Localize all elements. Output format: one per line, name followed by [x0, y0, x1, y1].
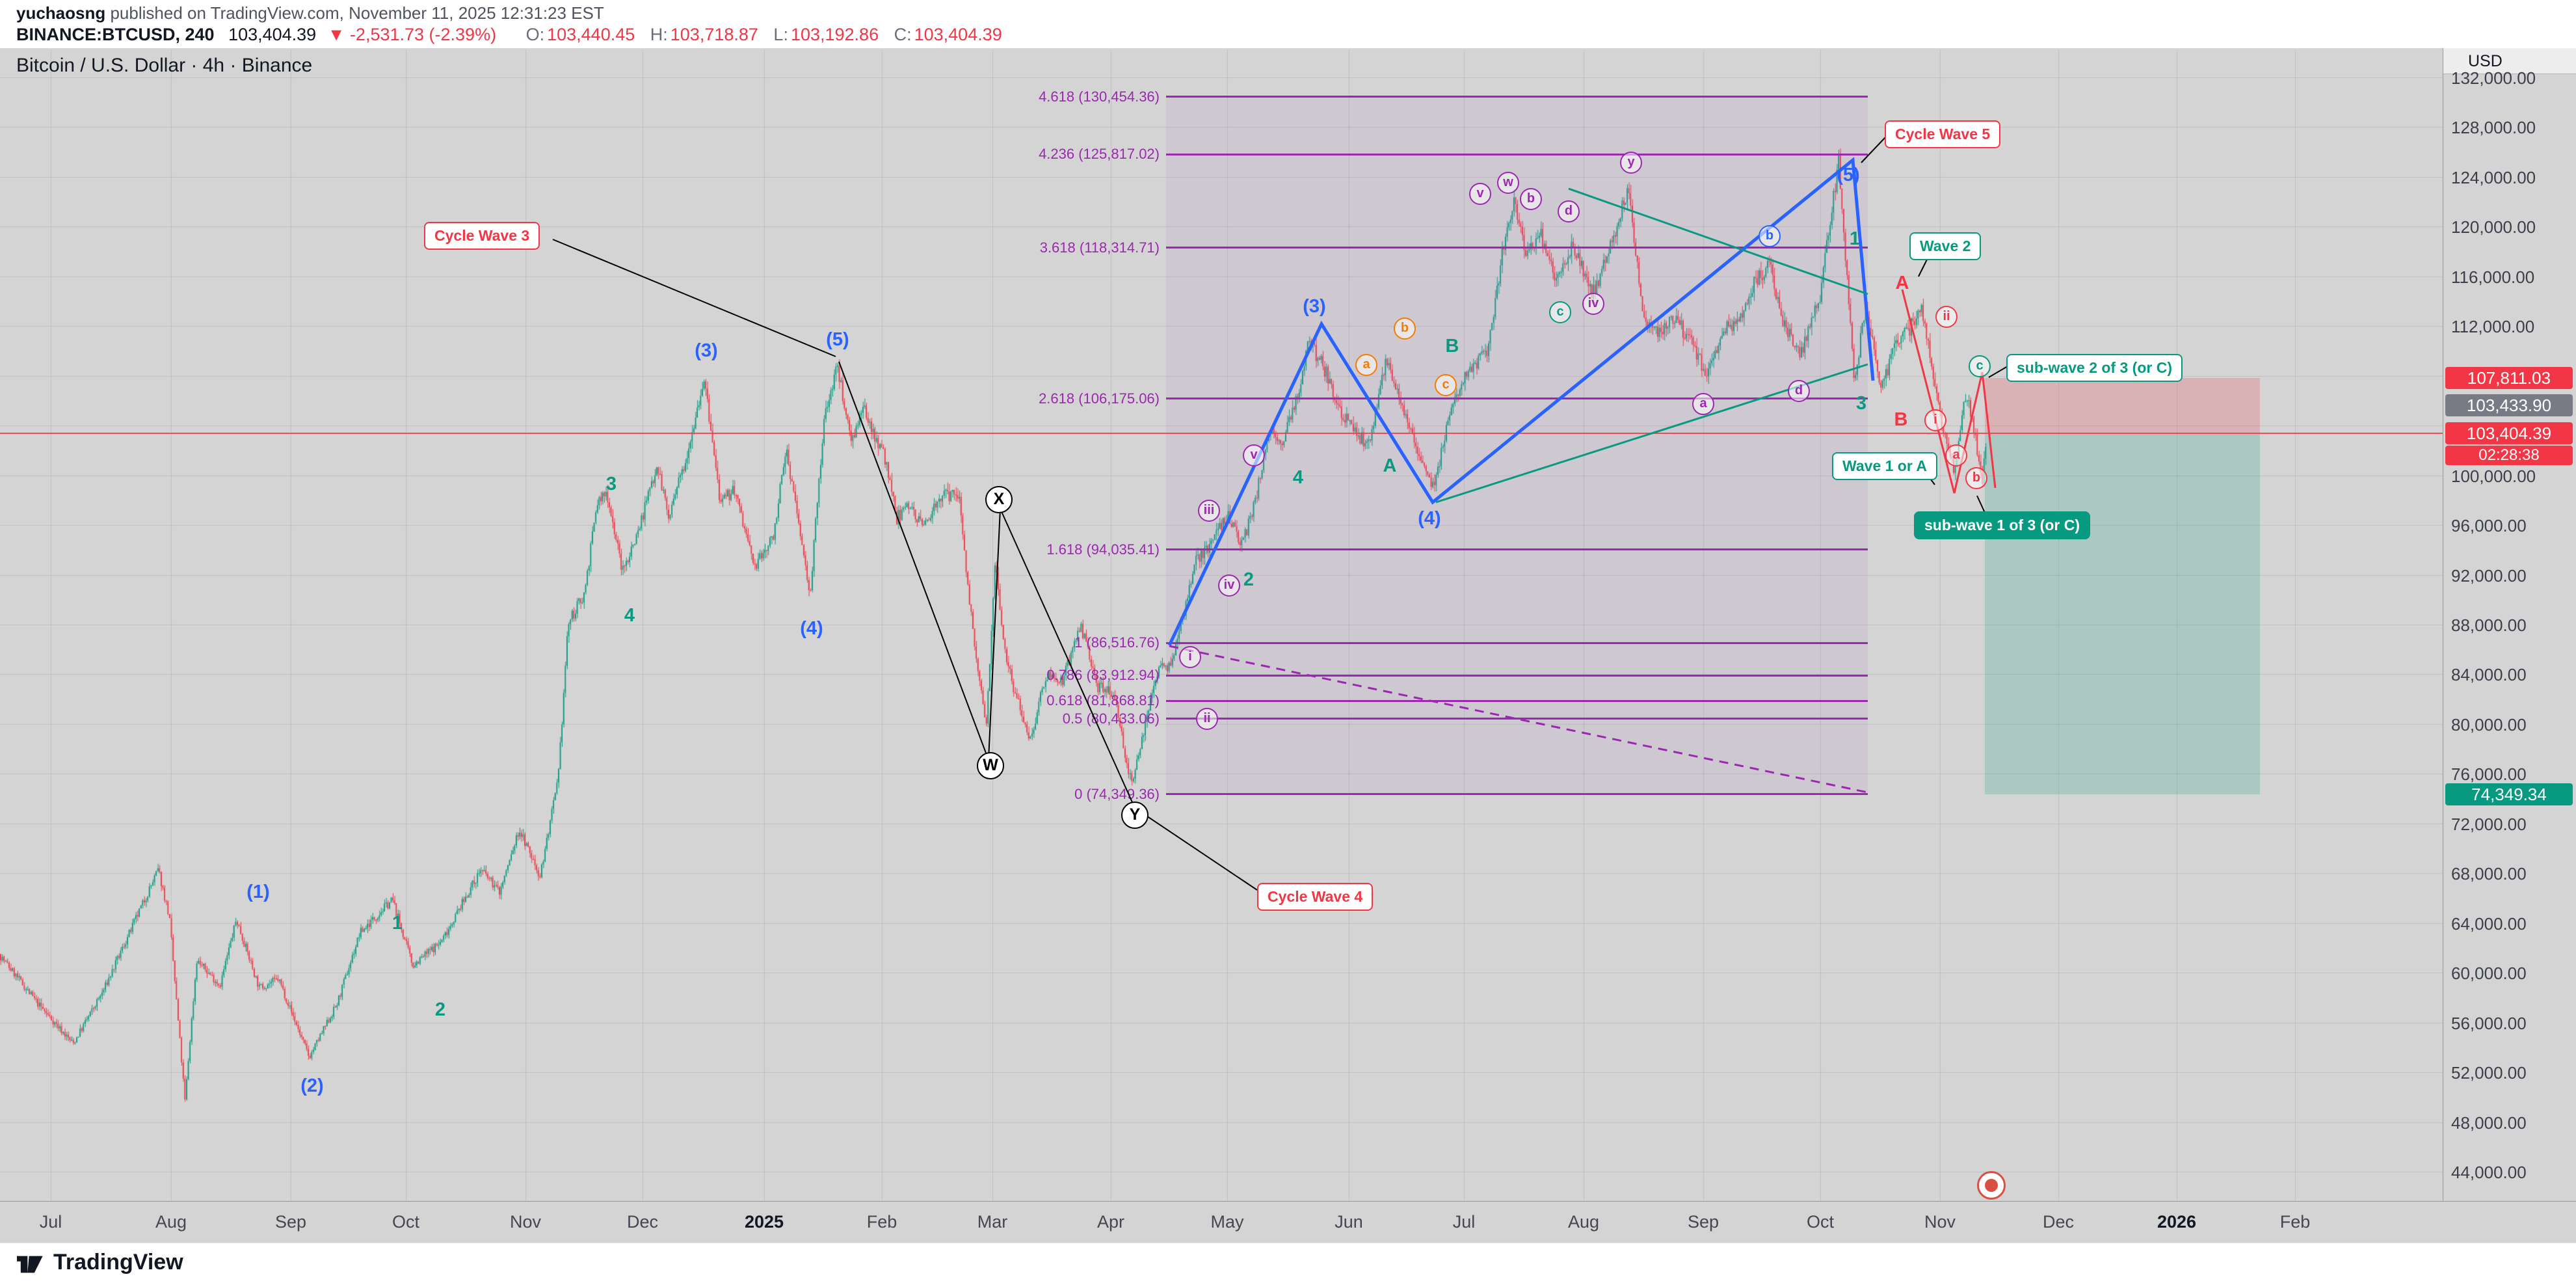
price-tag-103-433-90: 103,433.90 [2445, 394, 2573, 416]
price-axis-tick: 84,000.00 [2451, 665, 2527, 685]
chart-title: Bitcoin / U.S. Dollar · 4h · Binance [16, 55, 313, 76]
low-label: L: [773, 25, 788, 44]
currency-label[interactable]: USD [2443, 48, 2576, 74]
price-axis-tick: 124,000.00 [2451, 167, 2536, 187]
close-value: 103,404.39 [914, 25, 1002, 44]
open-label: O: [525, 25, 545, 44]
time-axis-label-dec: Dec [2042, 1212, 2074, 1232]
time-axis-label-2026: 2026 [2157, 1212, 2197, 1232]
symbol-line: BINANCE:BTCUSD, 240 103,404.39 ▼ -2,531.… [16, 25, 1002, 45]
time-axis-label-nov: Nov [1924, 1212, 1956, 1232]
price-tag-107-811-03: 107,811.03 [2445, 367, 2573, 390]
price-tag-103-404-39: 103,404.39 [2445, 422, 2573, 444]
last-price: 103,404.39 [228, 25, 317, 44]
price-axis-tick: 112,000.00 [2451, 317, 2535, 337]
price-axis-tick: 116,000.00 [2451, 267, 2535, 287]
symbol-resolution: BINANCE:BTCUSD, 240 [16, 25, 215, 44]
publish-info: published on TradingView.com, November 1… [105, 3, 604, 23]
time-axis-label-sep: Sep [274, 1212, 307, 1232]
low-value: 103,192.86 [790, 25, 879, 44]
price-axis-tick: 100,000.00 [2451, 466, 2536, 486]
time-axis-label-aug: Aug [155, 1212, 187, 1232]
time-axis-label-dec: Dec [626, 1212, 658, 1232]
price-axis-tick: 68,000.00 [2451, 864, 2527, 884]
price-axis-tick: 64,000.00 [2451, 913, 2527, 934]
publisher-name: yuchaosng [16, 3, 106, 23]
open-value: 103,440.45 [547, 25, 635, 44]
tradingview-logo-icon[interactable] [17, 1250, 44, 1274]
time-axis-label-mar: Mar [977, 1212, 1008, 1232]
close-label: C: [894, 25, 912, 44]
price-axis-tick: 72,000.00 [2451, 814, 2527, 834]
chart-plot-area[interactable] [0, 48, 2443, 1201]
time-axis[interactable]: Jul Aug Sep Oct Nov Dec 2025 Feb Mar Apr May Jun Jul… [0, 1201, 2576, 1243]
high-value: 103,718.87 [670, 25, 758, 44]
publish-line: yuchaosng published on TradingView.com, … [16, 3, 604, 23]
time-axis-label-jul: Jul [1452, 1212, 1476, 1232]
time-axis-label-sep: Sep [1687, 1212, 1720, 1232]
time-axis-label-oct: Oct [1806, 1212, 1834, 1232]
price-axis-tick: 52,000.00 [2451, 1063, 2527, 1083]
time-axis-label-jul: Jul [39, 1212, 62, 1232]
price-axis-tick: 44,000.00 [2451, 1163, 2527, 1182]
price-axis-tick: 128,000.00 [2451, 118, 2536, 138]
footer-bar: TradingView [0, 1243, 2576, 1281]
price-axis-tick: 56,000.00 [2451, 1013, 2527, 1033]
price-axis-tick: 132,000.00 [2451, 68, 2536, 88]
brand-name[interactable]: TradingView [53, 1249, 183, 1274]
publish-bar: yuchaosng published on TradingView.com, … [0, 0, 2576, 48]
time-axis-label-oct: Oct [392, 1212, 419, 1232]
price-tag-02-28-38: 02:28:38 [2445, 445, 2573, 465]
high-label: H: [650, 25, 668, 44]
time-axis-label-nov: Nov [509, 1212, 541, 1232]
time-axis-label-apr: Apr [1096, 1212, 1125, 1232]
time-axis-label-2025: 2025 [744, 1212, 784, 1232]
price-axis[interactable]: USD 132,000.00 128,000.00 124,000.00 120,00… [2443, 48, 2576, 1201]
sticker-emoji-dot [1985, 1179, 1998, 1192]
price-axis-tick: 88,000.00 [2451, 615, 2527, 635]
price-axis-tick: 80,000.00 [2451, 714, 2527, 735]
time-axis-label-feb: Feb [866, 1212, 897, 1232]
price-change: ▼ -2,531.73 (-2.39%) [327, 25, 497, 44]
time-axis-label-may: May [1210, 1212, 1244, 1232]
price-axis-tick: 92,000.00 [2451, 565, 2527, 586]
price-axis-tick: 48,000.00 [2451, 1112, 2527, 1133]
time-axis-label-feb: Feb [2279, 1212, 2311, 1232]
price-axis-tick: 96,000.00 [2451, 516, 2527, 536]
time-axis-label-jun: Jun [1334, 1212, 1363, 1232]
price-axis-tick: 60,000.00 [2451, 964, 2527, 984]
price-axis-tick: 76,000.00 [2451, 764, 2527, 785]
price-tag-74-349-34: 74,349.34 [2445, 783, 2573, 805]
time-axis-label-aug: Aug [1567, 1212, 1600, 1232]
sticker-emoji-icon[interactable] [1977, 1171, 2006, 1200]
price-axis-tick: 120,000.00 [2451, 217, 2536, 237]
